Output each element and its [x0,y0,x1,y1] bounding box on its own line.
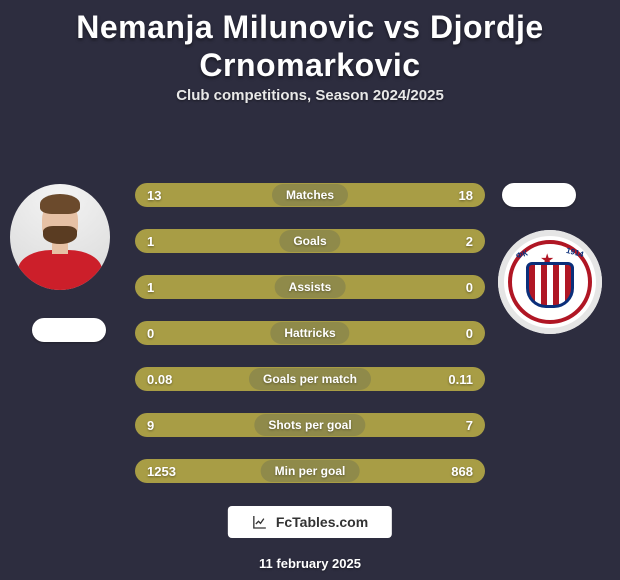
stat-row: 13 Matches 18 [135,183,485,207]
stat-value-left: 13 [147,188,181,203]
stat-value-left: 1 [147,234,181,249]
stat-row: 0.08 Goals per match 0.11 [135,367,485,391]
crest-shield [526,262,574,308]
player-hair [40,194,80,214]
brand-text: FcTables.com [276,514,368,530]
stat-label: Goals per match [249,368,371,390]
stat-value-right: 0 [439,326,473,341]
stat-value-left: 0 [147,326,181,341]
stat-row: 1 Assists 0 [135,275,485,299]
stat-label: Shots per goal [254,414,365,436]
stat-value-left: 0.08 [147,372,181,387]
chart-icon [252,514,268,530]
brand-badge[interactable]: FcTables.com [228,506,392,538]
stat-label: Goals [279,230,340,252]
flag-pill-left [32,318,106,342]
club-crest-right: ФК ★ 1914 [498,230,602,334]
stat-value-right: 0 [439,280,473,295]
stat-value-right: 7 [439,418,473,433]
stat-value-right: 18 [439,188,473,203]
stat-value-right: 2 [439,234,473,249]
stat-row: 0 Hattricks 0 [135,321,485,345]
stat-row: 1 Goals 2 [135,229,485,253]
player-photo-left [10,184,110,290]
stat-value-left: 1 [147,280,181,295]
subtitle: Club competitions, Season 2024/2025 [0,87,620,104]
stat-label: Hattricks [270,322,349,344]
stat-row: 9 Shots per goal 7 [135,413,485,437]
stat-label: Assists [275,276,346,298]
comparison-card: Nemanja Milunovic vs Djordje Crnomarkovi… [0,8,620,580]
stat-value-right: 0.11 [439,372,473,387]
player-shirt [18,250,102,290]
stat-row: 1253 Min per goal 868 [135,459,485,483]
stat-label: Matches [272,184,348,206]
page-title: Nemanja Milunovic vs Djordje Crnomarkovi… [16,8,604,85]
date-text: 11 february 2025 [259,556,361,571]
stat-value-right: 868 [439,464,473,479]
flag-pill-right [502,183,576,207]
player-beard [43,226,77,244]
stat-value-left: 9 [147,418,181,433]
stat-label: Min per goal [261,460,360,482]
stats-list: 13 Matches 18 1 Goals 2 1 Assists 0 0 Hattricks 0 0.… [135,183,485,483]
stat-value-left: 1253 [147,464,181,479]
